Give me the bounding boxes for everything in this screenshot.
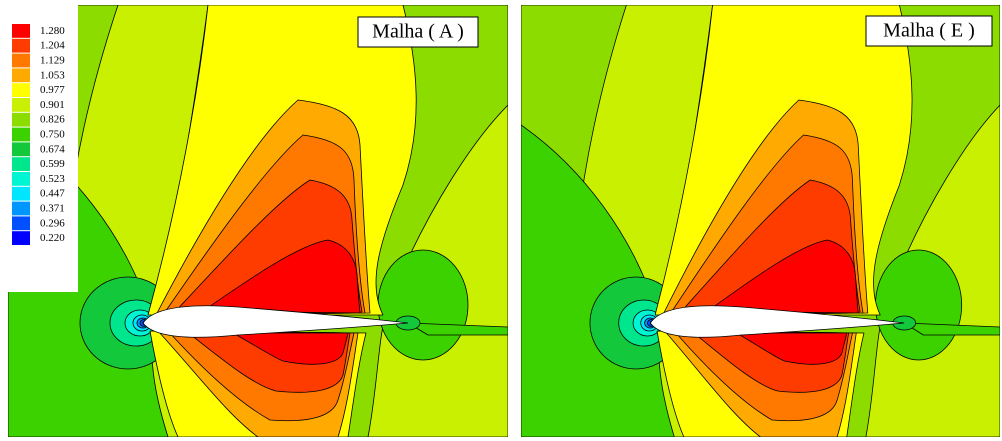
legend-swatch xyxy=(12,24,30,38)
legend-swatch xyxy=(12,216,30,231)
legend-swatch xyxy=(12,98,30,112)
legend-label: 0.220 xyxy=(40,232,65,244)
legend-label: 0.523 xyxy=(40,173,65,185)
legend-label: 1.204 xyxy=(40,40,65,52)
panel-label: Malha ( A ) xyxy=(372,21,464,43)
legend-label: 0.826 xyxy=(40,114,65,126)
legend-swatch xyxy=(12,112,30,127)
contour-panel-e xyxy=(521,5,1001,437)
legend-label: 1.129 xyxy=(40,55,65,67)
legend-swatch xyxy=(12,53,30,68)
legend-swatch xyxy=(12,231,30,245)
legend-label: 0.750 xyxy=(40,129,65,141)
legend: 1.280 1.204 1.129 1.053 0.977 0.901 0.826 0.750… xyxy=(8,5,78,292)
legend-swatch xyxy=(12,201,30,216)
panel-label-box xyxy=(357,16,479,48)
legend-label: 0.371 xyxy=(40,203,65,215)
legend-swatch xyxy=(12,83,30,97)
legend-swatch xyxy=(12,186,30,201)
panel-label-box xyxy=(865,15,993,47)
legend-label: 1.053 xyxy=(40,69,65,81)
legend-label: 0.599 xyxy=(40,158,65,170)
legend-label: 0.901 xyxy=(40,99,65,111)
panel-label: Malha ( E ) xyxy=(883,20,975,42)
legend-swatch xyxy=(12,38,30,53)
legend-swatch xyxy=(12,68,30,83)
contour-panel-a: Malha ( A ) xyxy=(8,5,508,437)
legend-swatch xyxy=(12,127,30,142)
legend-swatch xyxy=(12,172,30,186)
legend-label: 0.977 xyxy=(40,84,65,96)
legend-label: 0.447 xyxy=(40,188,65,200)
panel-label-e: Malha ( E ) xyxy=(865,15,993,47)
legend-label: 0.296 xyxy=(40,217,65,229)
legend-label: 1.280 xyxy=(40,25,65,37)
legend-swatch xyxy=(12,142,30,157)
legend-swatch xyxy=(12,157,30,171)
legend-label: 0.674 xyxy=(40,143,65,155)
